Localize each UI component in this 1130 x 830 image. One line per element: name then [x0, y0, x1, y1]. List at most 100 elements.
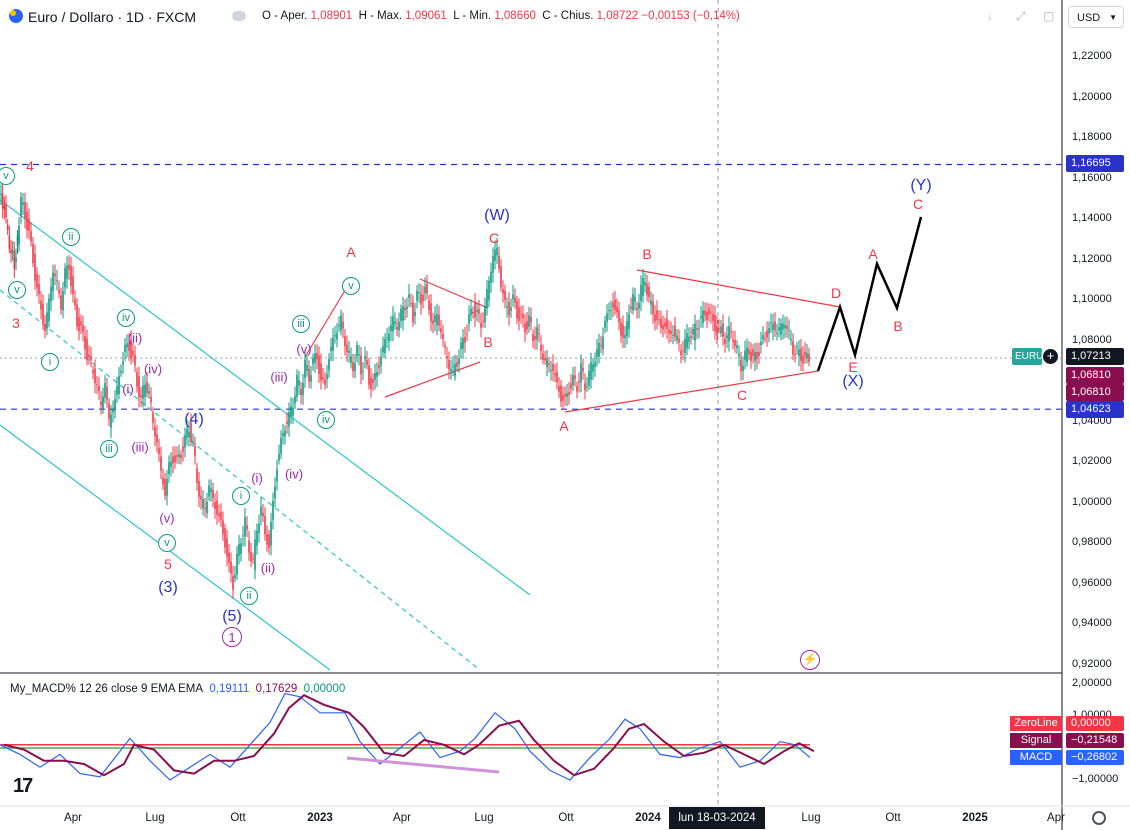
download-icon[interactable]: ↓: [987, 9, 993, 23]
wave-label[interactable]: (iii): [270, 369, 288, 385]
wave-label[interactable]: i: [41, 353, 59, 371]
wave-label[interactable]: (W): [484, 207, 510, 224]
candle-body: [562, 395, 564, 401]
wave-label[interactable]: 4: [26, 158, 34, 174]
currency-select[interactable]: USD ▼: [1068, 6, 1124, 28]
wave-label[interactable]: 3: [12, 315, 20, 331]
wave-label[interactable]: B: [893, 318, 903, 334]
candle-body: [206, 501, 208, 513]
wave-label[interactable]: C: [912, 196, 924, 212]
macd-header[interactable]: My_MACD% 12 26 close 9 EMA EMA 0,19111 0…: [10, 683, 345, 695]
wave-label[interactable]: (4): [184, 411, 204, 428]
price-tag-2: 1,06810: [1066, 384, 1124, 401]
wave-label[interactable]: (ii): [127, 330, 143, 346]
settings-gear-icon[interactable]: [1092, 811, 1106, 825]
wave-label[interactable]: B: [642, 246, 652, 262]
candle-body: [330, 347, 332, 352]
candle-body: [42, 303, 44, 324]
flash-icon[interactable]: ⚡: [800, 650, 820, 670]
candle-body: [292, 407, 294, 416]
wave-label[interactable]: 5: [164, 556, 172, 572]
wave-label[interactable]: iii: [100, 440, 118, 458]
candle-body: [566, 393, 568, 397]
candle-body: [780, 323, 782, 335]
fullscreen-icon[interactable]: ▢: [1043, 9, 1055, 23]
wave-label[interactable]: iv: [317, 411, 335, 429]
candle-body: [728, 326, 730, 342]
wave-label[interactable]: v: [0, 167, 15, 185]
candle-body: [142, 385, 144, 399]
wave-label[interactable]: v: [342, 277, 360, 295]
candle-body: [54, 273, 56, 277]
candle-body: [166, 478, 168, 496]
candle-body: [300, 388, 302, 396]
wave-label[interactable]: (i): [251, 470, 263, 486]
wave-label[interactable]: A: [868, 246, 878, 262]
wave-label[interactable]: iii: [292, 315, 310, 333]
candle-body: [30, 231, 32, 242]
wave-label[interactable]: (i): [122, 381, 134, 397]
wave-label[interactable]: (iv): [143, 361, 163, 377]
candle-body: [694, 323, 696, 341]
wave-label[interactable]: v: [8, 281, 26, 299]
wave-label[interactable]: (v): [159, 510, 175, 526]
candle-body: [100, 401, 102, 406]
candle-body: [294, 395, 296, 404]
wave-label[interactable]: (iii): [131, 439, 149, 455]
candle-body: [742, 365, 744, 372]
wave-label[interactable]: 1: [222, 627, 242, 647]
wave-label[interactable]: v: [158, 534, 176, 552]
wave-label[interactable]: (X): [842, 373, 864, 390]
time-tick-label: Ott: [558, 812, 574, 824]
wave-label[interactable]: A: [559, 418, 569, 434]
visibility-icon[interactable]: [232, 11, 246, 21]
candle-body: [286, 421, 288, 424]
candle-body: [500, 266, 502, 288]
candle-body: [390, 325, 392, 332]
candle-body: [202, 499, 204, 508]
symbol-title[interactable]: Euro / Dollaro · 1D · FXCM: [28, 9, 197, 25]
candle-body: [318, 355, 320, 375]
candle-body: [430, 303, 432, 322]
candle-body: [644, 282, 646, 286]
level-low-tag: 1,04623: [1066, 401, 1124, 418]
wave-label[interactable]: (Y): [910, 177, 932, 194]
candle-body: [238, 544, 240, 556]
candle-body: [732, 339, 734, 342]
candle-body: [180, 454, 182, 459]
price-tick-label: 1,00000: [1072, 495, 1112, 508]
add-plus-icon[interactable]: +: [1043, 349, 1058, 364]
candle-body: [92, 370, 94, 374]
time-tick-label: 2024: [635, 812, 661, 824]
wave-label[interactable]: C: [736, 387, 748, 403]
tradingview-logo-icon[interactable]: 17: [13, 775, 33, 797]
wave-label[interactable]: iv: [117, 309, 135, 327]
candle-body: [372, 379, 374, 384]
wave-label[interactable]: (5): [222, 608, 242, 625]
wave-label[interactable]: D: [830, 285, 842, 301]
wave-label[interactable]: ii: [240, 587, 258, 605]
candle-body: [382, 345, 384, 353]
wave-label[interactable]: ii: [62, 228, 80, 246]
wave-label[interactable]: C: [488, 230, 500, 246]
candle-body: [652, 301, 654, 315]
wave-label[interactable]: B: [483, 334, 493, 350]
candle-body: [342, 321, 344, 329]
expand-icon[interactable]: ⤢: [1016, 9, 1026, 23]
wave-label[interactable]: (3): [158, 579, 178, 596]
candle-body: [280, 437, 282, 454]
candle-body: [526, 320, 528, 330]
candle-body: [170, 461, 172, 467]
wave-label[interactable]: (iv): [284, 466, 304, 482]
time-tick-label: Lug: [474, 812, 494, 824]
wave-label[interactable]: A: [346, 244, 356, 260]
candle-body: [492, 256, 494, 273]
candle-body: [298, 380, 300, 386]
wave-label[interactable]: (v): [296, 341, 312, 357]
candle-body: [414, 312, 416, 316]
wave-label[interactable]: i: [232, 487, 250, 505]
wave-label[interactable]: (ii): [260, 560, 276, 576]
wave-label[interactable]: E: [848, 359, 858, 375]
candle-body: [460, 342, 462, 350]
